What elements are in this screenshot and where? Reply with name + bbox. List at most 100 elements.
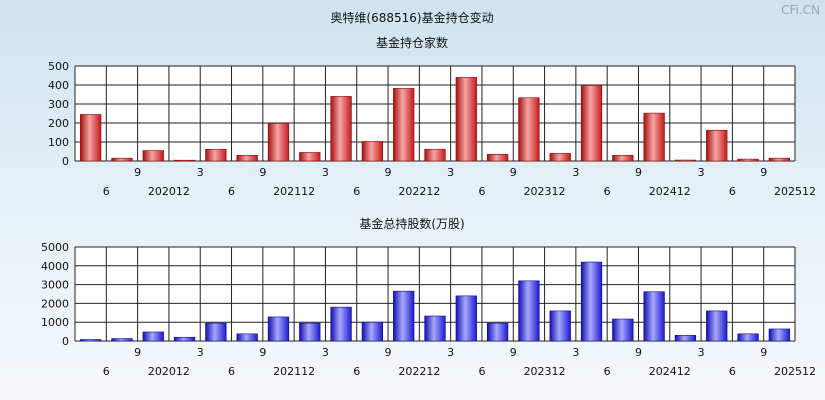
x-tick-label: 3 xyxy=(322,166,329,179)
bar xyxy=(580,85,603,162)
bar xyxy=(518,280,540,342)
bar xyxy=(173,336,196,342)
x-tick-label: 3 xyxy=(572,346,579,359)
bar xyxy=(706,129,728,162)
plot-area xyxy=(75,66,795,161)
bar xyxy=(424,148,446,162)
bar xyxy=(361,141,384,162)
bar xyxy=(643,291,665,342)
bar xyxy=(299,322,321,342)
chart1-holders-count: 0 100 200 300 400 500 9 3 9 3 9 3 9 3 9 3 9 6 202012 6 20211… xyxy=(48,60,816,198)
x-tick-label: 6 xyxy=(604,185,611,198)
x-tick-label: 202512 xyxy=(774,185,816,198)
chart2-title: 基金总持股数(万股) xyxy=(359,216,464,231)
x-tick-label: 6 xyxy=(604,365,611,378)
bar xyxy=(80,339,102,342)
y-tick-label: 200 xyxy=(48,117,69,130)
x-tick-label: 9 xyxy=(385,346,392,359)
x-tick-label: 202312 xyxy=(524,365,566,378)
x-tick-label: 3 xyxy=(322,346,329,359)
bar xyxy=(111,157,133,162)
x-tick-label: 202212 xyxy=(398,365,440,378)
bar xyxy=(455,295,477,342)
bar xyxy=(267,123,290,162)
watermark: CFi.CN xyxy=(781,3,820,17)
y-tick-label: 400 xyxy=(48,79,69,92)
x-tick-label: 9 xyxy=(635,166,642,179)
bar xyxy=(768,157,790,162)
bar xyxy=(737,158,759,162)
bar xyxy=(142,331,164,342)
bar xyxy=(549,153,571,162)
bar xyxy=(486,154,509,162)
bar xyxy=(236,333,258,342)
y-tick-label: 100 xyxy=(48,136,69,149)
x-tick-label: 6 xyxy=(228,185,235,198)
bar xyxy=(549,310,571,342)
bar xyxy=(111,338,133,342)
bar xyxy=(768,328,790,342)
bar xyxy=(205,148,227,162)
x-tick-label: 202112 xyxy=(273,365,315,378)
x-tick-label: 9 xyxy=(760,166,767,179)
x-tick-label: 9 xyxy=(635,346,642,359)
bar xyxy=(486,322,509,342)
x-tick-label: 6 xyxy=(103,365,110,378)
x-tick-label: 9 xyxy=(385,166,392,179)
x-tick-label: 6 xyxy=(103,185,110,198)
bar xyxy=(361,321,384,342)
x-tick-label: 3 xyxy=(698,346,705,359)
x-tick-label: 202112 xyxy=(273,185,315,198)
x-tick-label: 3 xyxy=(197,346,204,359)
chart1-title: 基金持仓家数 xyxy=(376,35,448,50)
bar xyxy=(330,306,352,342)
x-tick-label: 202412 xyxy=(649,185,691,198)
x-tick-label: 6 xyxy=(353,185,360,198)
bar xyxy=(643,112,665,162)
chart2-total-shares: 0 1000 2000 3000 4000 5000 9 3 9 3 9 3 9 3 9 3 9 6 202012 6… xyxy=(41,241,816,378)
x-tick-label: 202012 xyxy=(148,365,190,378)
bar xyxy=(674,335,697,342)
x-tick-label: 9 xyxy=(134,346,141,359)
x-tick-label: 6 xyxy=(478,365,485,378)
x-tick-label: 6 xyxy=(228,365,235,378)
x-tick-label: 202012 xyxy=(148,185,190,198)
y-tick-label: 300 xyxy=(48,98,69,111)
x-tick-label: 202512 xyxy=(774,365,816,378)
x-tick-label: 6 xyxy=(478,185,485,198)
x-tick-label: 3 xyxy=(572,166,579,179)
y-tick-label: 500 xyxy=(48,60,69,73)
x-tick-label: 9 xyxy=(259,346,266,359)
bar xyxy=(612,318,634,342)
x-tick-label: 9 xyxy=(134,166,141,179)
y-tick-label: 5000 xyxy=(41,241,69,254)
x-tick-label: 9 xyxy=(760,346,767,359)
y-tick-label: 2000 xyxy=(41,297,69,310)
bar xyxy=(80,114,102,162)
x-tick-label: 3 xyxy=(447,346,454,359)
page-title: 奥特维(688516)基金持仓变动 xyxy=(330,10,493,25)
bar xyxy=(142,150,164,162)
y-tick-label: 4000 xyxy=(41,260,69,273)
bar xyxy=(580,261,603,342)
x-tick-label: 202312 xyxy=(524,185,566,198)
x-tick-label: 202212 xyxy=(398,185,440,198)
bar xyxy=(455,77,477,162)
bar xyxy=(612,155,634,162)
x-tick-label: 202412 xyxy=(649,365,691,378)
bar xyxy=(674,159,697,162)
bar xyxy=(393,290,415,342)
x-tick-label: 3 xyxy=(698,166,705,179)
bar xyxy=(173,159,196,162)
bar xyxy=(706,310,728,342)
x-tick-label: 6 xyxy=(353,365,360,378)
x-tick-label: 3 xyxy=(447,166,454,179)
y-tick-label: 0 xyxy=(62,155,69,168)
bar xyxy=(393,88,415,162)
bar xyxy=(267,316,290,342)
bar xyxy=(737,333,759,342)
bar xyxy=(330,96,352,162)
bar xyxy=(236,155,258,162)
x-tick-label: 3 xyxy=(197,166,204,179)
